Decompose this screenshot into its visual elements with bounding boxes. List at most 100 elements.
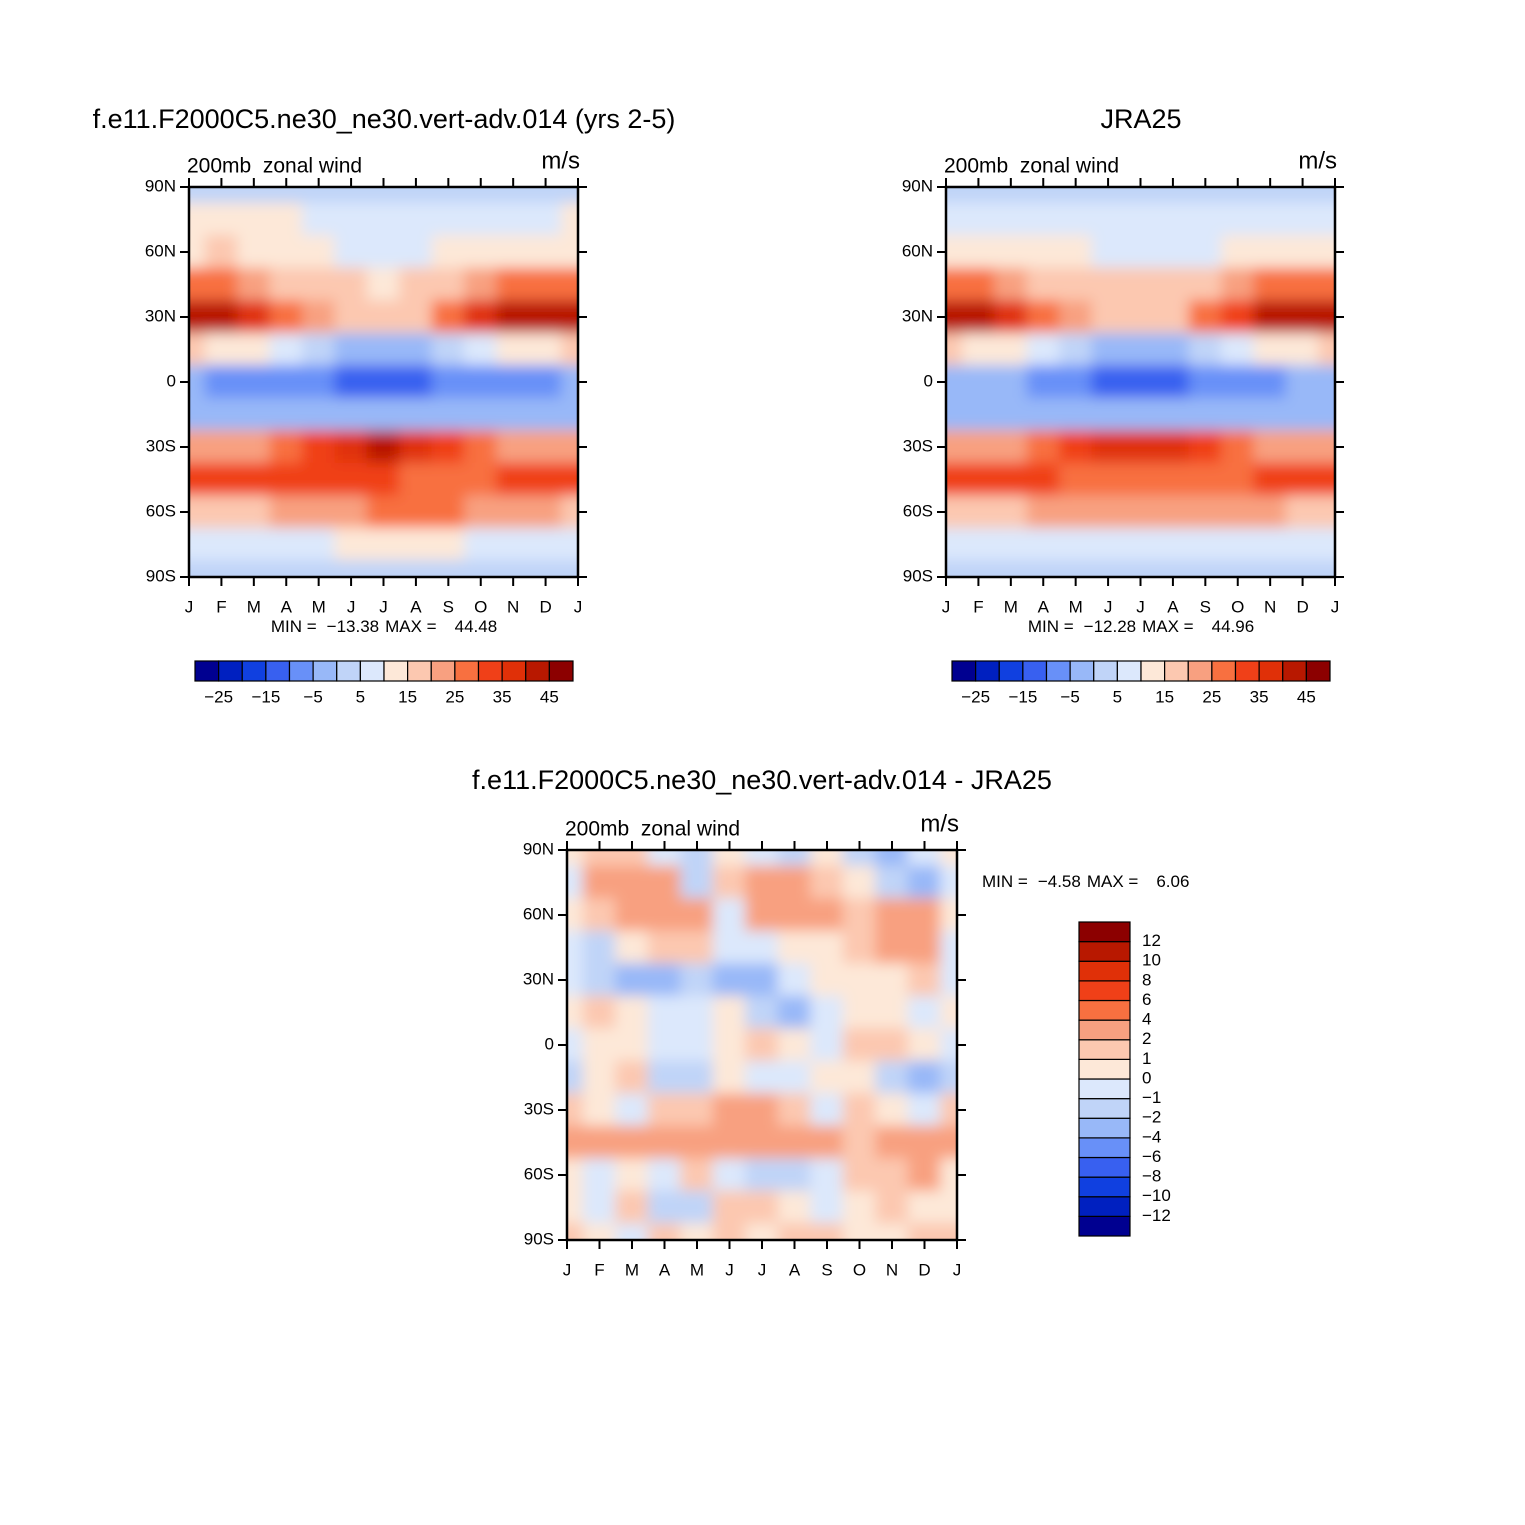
contour-cell (1285, 527, 1320, 562)
contour-cell (1123, 365, 1158, 399)
contour-cell (496, 495, 530, 529)
left-string: 200mb zonal wind (944, 155, 1119, 178)
contour-cell (680, 865, 714, 900)
contour-cell (842, 1125, 877, 1160)
contour-cell (464, 462, 498, 497)
colorbar-label: 45 (540, 687, 559, 706)
contour-cell (712, 865, 747, 900)
contour-cell (1318, 462, 1335, 497)
contour-cell (1156, 495, 1190, 529)
colorbar-box (218, 660, 243, 682)
colorbar-label: −8 (1142, 1167, 1161, 1186)
contour-cell (366, 235, 401, 269)
min-max-part: MIN = (1028, 617, 1074, 636)
x-tick-label: A (789, 1260, 801, 1279)
colorbar-box (1140, 660, 1166, 682)
contour-cell (567, 1093, 584, 1127)
contour-cell (567, 930, 584, 965)
contour-cell (842, 898, 877, 932)
contour-cell (1318, 202, 1335, 237)
colorbar-box (1069, 660, 1095, 682)
contour-cell (1221, 300, 1255, 334)
colorbar-box (1078, 941, 1131, 962)
contour-cell (431, 560, 466, 577)
y-tick-label: 60S (903, 501, 933, 520)
panel-title: f.e11.F2000C5.ne30_ne30.vert-adv.014 (yr… (93, 104, 676, 134)
contour-cell (464, 332, 498, 367)
contour-cell (1123, 527, 1158, 562)
y-tick-label: 0 (924, 371, 933, 390)
colorbar-box (1305, 660, 1331, 682)
contour-cell (269, 397, 303, 432)
contour-cell (334, 462, 368, 497)
contour-cell (334, 495, 368, 529)
contour-cell (204, 235, 239, 269)
contour-cell (1091, 495, 1125, 529)
contour-cell (528, 397, 563, 432)
contour-cell (366, 495, 401, 529)
panel-title: JRA25 (1100, 104, 1181, 134)
contour-cell (464, 495, 498, 529)
contour-cell (366, 430, 401, 464)
colorbar-box (1078, 1196, 1131, 1217)
contour-cell (745, 930, 779, 965)
contour-cell (334, 202, 368, 237)
contour-cell (496, 365, 530, 399)
contour-cell (237, 235, 271, 269)
contour-cell (334, 560, 368, 577)
contour-cell (189, 495, 206, 529)
colorbar-box (1078, 999, 1131, 1021)
contour-cell (301, 430, 336, 464)
colorbar-label: −1 (1142, 1088, 1161, 1107)
colorbar-label: 2 (1142, 1029, 1151, 1048)
contour-cell (237, 560, 271, 577)
contour-cell (1091, 187, 1125, 204)
contour-cell (1058, 397, 1093, 432)
contour-cell (366, 202, 401, 237)
contour-cell (237, 430, 271, 464)
contour-cell (680, 1158, 714, 1192)
contour-cell (528, 365, 563, 399)
contour-cell (237, 527, 271, 562)
contour-cell (1123, 462, 1158, 497)
contour-cell (810, 1028, 844, 1062)
contour-fill (946, 187, 1335, 577)
contour-cell (842, 1060, 877, 1095)
contour-cell (561, 187, 578, 204)
contour-cell (528, 430, 563, 464)
contour-cell (496, 332, 530, 367)
colorbar-box (1078, 1137, 1131, 1159)
contour-cell (615, 1060, 649, 1095)
min-max-part: 44.96 (1212, 617, 1255, 636)
contour-cell (366, 527, 401, 562)
contour-cell (1091, 202, 1125, 237)
contour-cell (334, 300, 368, 334)
contour-cell (712, 930, 747, 965)
contour-cell (961, 365, 996, 399)
colorbar-label: −25 (204, 687, 233, 706)
contour-cell (1091, 560, 1125, 577)
contour-cell (810, 1060, 844, 1095)
colorbar-label: 6 (1142, 990, 1151, 1009)
colorbar-box (1078, 1058, 1131, 1080)
contour-cell (496, 397, 530, 432)
x-tick-label: J (942, 597, 951, 616)
contour-cell (1285, 365, 1320, 399)
contour-cell (301, 267, 336, 302)
contour-cell (842, 1028, 877, 1062)
contour-cell (1188, 267, 1223, 302)
contour-cell (647, 1060, 682, 1095)
contour-cell (1221, 187, 1255, 204)
contour-cell (334, 527, 368, 562)
contour-cell (1285, 332, 1320, 367)
colorbar-box (1078, 980, 1131, 1002)
contour-cell (1188, 397, 1223, 432)
left-string: 200mb zonal wind (187, 155, 362, 178)
contour-cell (1026, 365, 1060, 399)
min-max: MIN = −13.38 MAX = 44.48 (271, 617, 497, 636)
contour-cell (680, 1223, 714, 1240)
contour-cell (567, 1060, 584, 1095)
contour-cell (496, 235, 530, 269)
contour-cell (1221, 202, 1255, 237)
contour-cell (1058, 462, 1093, 497)
